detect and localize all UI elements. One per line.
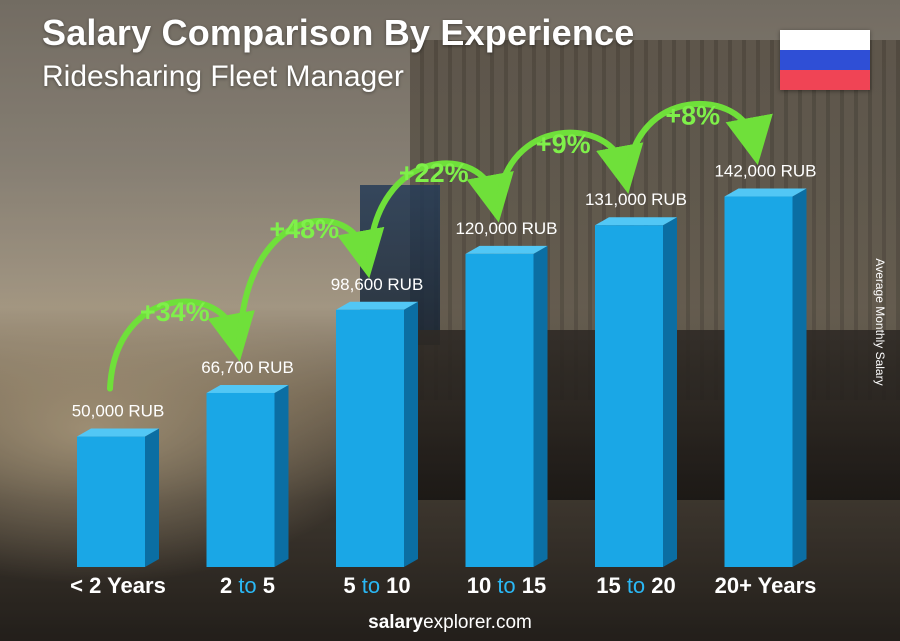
category-label-connector: to bbox=[627, 573, 645, 598]
change-percent: +34% bbox=[140, 297, 210, 327]
flag-stripe-white bbox=[780, 30, 870, 50]
footer-brand[interactable]: salaryexplorer.com bbox=[0, 612, 900, 634]
value-label: 131,000 RUB bbox=[585, 190, 687, 209]
bar-top bbox=[465, 245, 548, 254]
value-label: 120,000 RUB bbox=[455, 219, 557, 238]
category-label-part: 10 bbox=[467, 573, 498, 598]
category-label-connector: to bbox=[238, 573, 256, 598]
bar-side bbox=[274, 384, 289, 567]
bar-3 bbox=[336, 301, 418, 567]
bar-2 bbox=[206, 384, 289, 567]
category-label-part: 20 bbox=[645, 573, 676, 598]
change-arrow bbox=[625, 101, 773, 181]
category-label: 2 to 5 bbox=[220, 573, 275, 598]
bar-4 bbox=[465, 245, 548, 568]
bar-1 bbox=[77, 428, 159, 567]
category-label-connector: to bbox=[497, 573, 515, 598]
change-arrow bbox=[495, 129, 644, 209]
chart-subtitle: Ridesharing Fleet Manager bbox=[42, 60, 404, 93]
category-label: 15 to 20 bbox=[596, 573, 676, 598]
category-label: 20+ Years bbox=[715, 573, 817, 598]
value-label: 98,600 RUB bbox=[331, 275, 424, 294]
bar-front bbox=[465, 253, 534, 568]
bar-top bbox=[595, 217, 677, 226]
category-label-part: 15 bbox=[516, 573, 547, 598]
change-percent: +8% bbox=[665, 101, 720, 131]
footer-brand-regular: explorer.com bbox=[423, 612, 532, 633]
chart-title: Salary Comparison By Experience bbox=[42, 12, 635, 53]
category-label: 10 to 15 bbox=[467, 573, 547, 598]
bar-top bbox=[77, 428, 159, 437]
category-label-part: 15 bbox=[596, 573, 627, 598]
bar-top bbox=[724, 188, 807, 197]
footer-brand-bold: salary bbox=[368, 612, 424, 633]
category-label-part: 5 bbox=[257, 573, 275, 598]
bar-front bbox=[206, 392, 275, 567]
value-label: 50,000 RUB bbox=[72, 402, 165, 421]
bar-side bbox=[663, 217, 677, 567]
category-label-part: 10 bbox=[380, 573, 411, 598]
category-label-connector: to bbox=[362, 573, 380, 598]
bar-front bbox=[336, 309, 404, 567]
bar-5 bbox=[595, 217, 677, 567]
bar-side bbox=[145, 428, 159, 567]
russia-flag-icon bbox=[780, 30, 870, 90]
bar-side bbox=[404, 301, 418, 567]
value-label: 142,000 RUB bbox=[714, 162, 816, 181]
category-label-part: 20+ Years bbox=[715, 573, 817, 598]
bar-front bbox=[724, 196, 793, 567]
category-label-part: < 2 Years bbox=[70, 573, 166, 598]
category-label-part: 2 bbox=[220, 573, 238, 598]
value-label: 66,700 RUB bbox=[201, 358, 294, 377]
change-arrow bbox=[107, 298, 255, 392]
bar-6 bbox=[724, 188, 807, 567]
flag-stripe-red bbox=[780, 70, 870, 90]
bar-top bbox=[336, 301, 418, 310]
change-arrow bbox=[236, 217, 385, 348]
category-label: 5 to 10 bbox=[343, 573, 410, 598]
bar-side bbox=[792, 188, 807, 567]
change-percent: +9% bbox=[536, 129, 591, 159]
category-label: < 2 Years bbox=[70, 573, 166, 598]
bar-front bbox=[595, 225, 663, 567]
change-percent: +48% bbox=[269, 214, 339, 244]
bar-top bbox=[206, 384, 289, 393]
change-percent: +22% bbox=[399, 158, 469, 188]
flag-stripe-blue bbox=[780, 50, 870, 70]
bar-side bbox=[533, 245, 548, 568]
category-label-part: 5 bbox=[343, 573, 361, 598]
bar-front bbox=[77, 436, 145, 567]
change-arrow bbox=[366, 160, 514, 265]
